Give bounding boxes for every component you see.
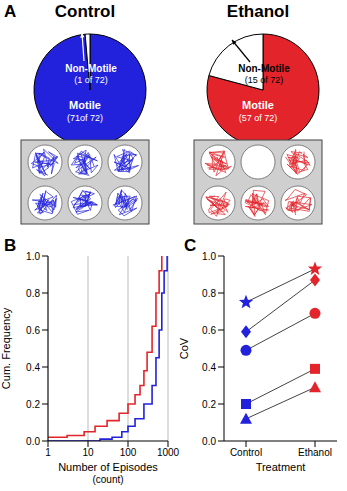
html-text:A: A [4,2,17,21]
html-text:C: C [184,236,197,255]
svg-text:1000: 1000 [157,447,180,458]
svg-text:Treatment: Treatment [256,461,306,473]
svg-text:0.2: 0.2 [202,399,216,410]
svg-text:Cum. Frequency: Cum. Frequency [0,307,12,389]
svg-text:Non-Motile: Non-Motile [238,63,290,74]
svg-text:(1 of 72): (1 of 72) [74,75,108,85]
svg-text:(71of 72): (71of 72) [67,113,103,123]
html-text:Ethanol: Ethanol [226,2,290,21]
svg-text:0.4: 0.4 [202,362,216,373]
svg-text:Ethanol: Ethanol [298,447,332,458]
svg-text:Motile: Motile [69,99,101,111]
svg-text:0.0: 0.0 [202,436,216,447]
svg-text:0.6: 0.6 [202,325,216,336]
svg-text:1.0: 1.0 [202,251,216,262]
svg-text:Non-Motile: Non-Motile [65,63,117,74]
svg-text:CoV: CoV [178,337,190,359]
svg-text:0.2: 0.2 [26,399,40,410]
svg-text:(57 of 72): (57 of 72) [239,113,278,123]
svg-text:0.6: 0.6 [26,325,40,336]
html-text:Control: Control [54,2,116,21]
svg-text:1: 1 [45,447,51,458]
svg-text:1.0: 1.0 [26,251,40,262]
svg-text:0.4: 0.4 [26,362,40,373]
svg-text:0.8: 0.8 [202,288,216,299]
svg-text:Motile: Motile [242,99,274,111]
svg-text:100: 100 [120,447,137,458]
svg-text:0.0: 0.0 [26,436,40,447]
svg-text:Control: Control [230,447,262,458]
svg-text:0.8: 0.8 [26,288,40,299]
html-text:B: B [4,236,17,255]
svg-text:Number of Episodes(count): Number of Episodes(count) [58,461,158,485]
svg-text:10: 10 [82,447,94,458]
svg-text:(15 of 72): (15 of 72) [245,75,284,85]
